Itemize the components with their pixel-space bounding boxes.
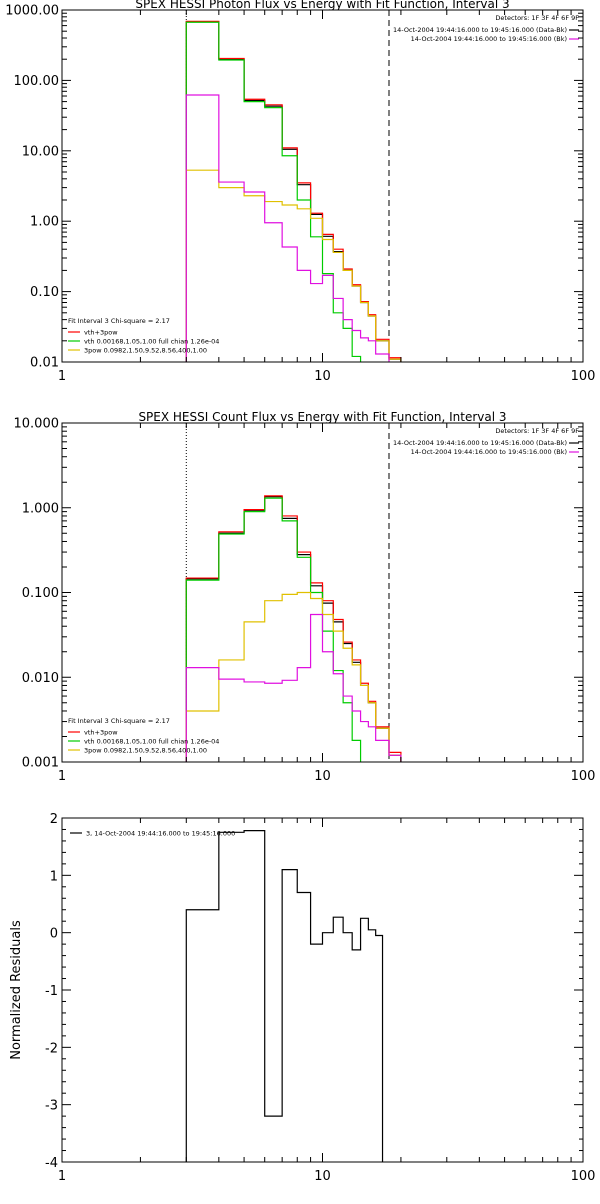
x-tick-label: 1	[58, 1169, 66, 1184]
series-line-3	[185, 21, 402, 362]
y-axis-label: Normalized Residuals	[9, 920, 24, 1060]
y-tick-label: 0.010	[22, 671, 59, 686]
detector-note: Detectors: 1F 3F 4F 6F 9F	[495, 427, 579, 435]
detector-note: Detectors: 1F 3F 4F 6F 9F	[495, 14, 579, 22]
series-group	[185, 20, 402, 362]
legend-label: 3pow 0.0982,1.50,9.52,8.56,400,1.00	[84, 347, 207, 355]
legend-label: vth 0.00168,1.05,1.00 full chian 1.26e-0…	[84, 738, 219, 746]
series-line-2	[185, 20, 402, 362]
series-line-2	[185, 495, 402, 762]
y-tick-label: 0.01	[30, 356, 59, 371]
y-tick-label: 0	[50, 927, 58, 942]
y-tick-label: -4	[45, 1156, 58, 1171]
y-tick-label: 2	[50, 812, 58, 827]
chart-panel-2: SPEX HESSI Count Flux vs Energy with Fit…	[14, 410, 596, 784]
series-line-5	[185, 94, 402, 362]
y-tick-label: 0.001	[22, 756, 59, 771]
y-tick-label: 1000.00	[5, 4, 59, 19]
legend-label: vth+3pow	[84, 329, 118, 337]
legend-label: 14-Oct-2004 19:44:16.000 to 19:45:16.000…	[411, 448, 567, 456]
x-tick-label: 10	[314, 769, 331, 784]
legend-label: 14-Oct-2004 19:44:16.000 to 19:45:16.000…	[393, 26, 567, 34]
y-tick-label: 1.00	[30, 215, 59, 230]
series-line-4	[185, 169, 402, 362]
plot-frame	[61, 817, 584, 1163]
y-tick-label: 10.000	[14, 417, 60, 432]
x-tick-label: 100	[571, 369, 596, 384]
x-tick-label: 100	[571, 1169, 596, 1184]
x-tick-label: 10	[314, 1169, 331, 1184]
legend-label: 14-Oct-2004 19:44:16.000 to 19:45:16.000…	[393, 439, 567, 447]
y-tick-label: -1	[45, 984, 58, 999]
fit-header: Fit Interval 3 Chi-square = 2.17	[68, 717, 170, 725]
y-tick-label: 0.100	[22, 586, 59, 601]
x-tick-label: 100	[571, 769, 596, 784]
series-line-5	[185, 613, 402, 762]
x-tick-label: 1	[58, 769, 66, 784]
legend-label: vth 0.00168,1.05,1.00 full chian 1.26e-0…	[84, 338, 219, 346]
y-tick-label: 1.000	[22, 501, 59, 516]
y-tick-label: 10.00	[22, 144, 59, 159]
legend-label: 3pow 0.0982,1.50,9.52,8.56,400,1.00	[84, 747, 207, 755]
series-group	[185, 495, 402, 762]
y-tick-label: -3	[45, 1099, 58, 1114]
y-tick-label: 0.10	[30, 285, 59, 300]
legend-label: vth+3pow	[84, 729, 118, 737]
legend-label: 14-Oct-2004 19:44:16.000 to 19:45:16.000…	[411, 35, 567, 43]
y-tick-label: 1	[50, 869, 58, 884]
fit-header: Fit Interval 3 Chi-square = 2.17	[68, 317, 170, 325]
series-line-1	[185, 830, 384, 1162]
x-tick-label: 1	[58, 369, 66, 384]
chart-panel-1: SPEX HESSI Photon Flux vs Energy with Fi…	[5, 0, 595, 384]
legend-label: 3, 14-Oct-2004 19:44:16.000 to 19:45:16.…	[86, 830, 235, 838]
series-group	[185, 830, 384, 1162]
series-line-4	[185, 591, 402, 762]
chart-panel-3: 1 10 100 -4 -3 -2 -1 0 1 2 Normalized Residuals 3, …	[9, 812, 595, 1184]
y-tick-label: 100.00	[14, 74, 60, 89]
y-tick-label: -2	[45, 1041, 58, 1056]
plot-frame	[61, 9, 584, 363]
chart-title: SPEX HESSI Photon Flux vs Energy with Fi…	[135, 0, 509, 11]
chart-title: SPEX HESSI Count Flux vs Energy with Fit…	[138, 410, 506, 424]
x-tick-label: 10	[314, 369, 331, 384]
